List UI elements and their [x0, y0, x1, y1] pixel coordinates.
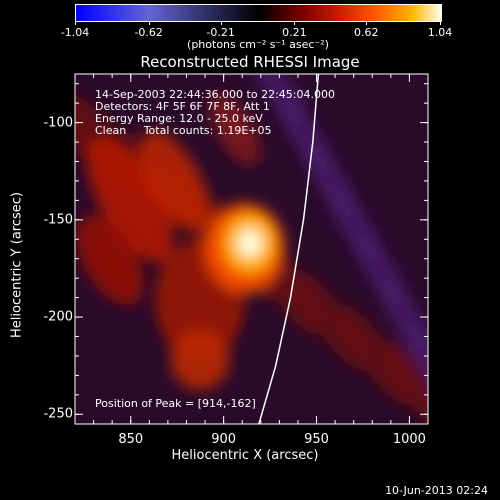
emission-blob — [426, 367, 428, 424]
x-tick-label: 1000 — [392, 432, 426, 447]
colorbar-tick — [366, 21, 368, 25]
colorbar-tick — [75, 21, 76, 25]
emission-blob — [209, 94, 261, 166]
timestamp: 10-Jun-2013 02:24 — [385, 484, 488, 497]
peak-blob — [237, 229, 262, 258]
info-energy: Energy Range: 12.0 - 25.0 keV — [95, 112, 263, 125]
colorbar-tick-label: 0.21 — [282, 26, 307, 39]
colorbar-tick — [148, 21, 150, 25]
x-tick-label: 950 — [304, 432, 329, 447]
emission-blob — [293, 270, 367, 370]
axis-ticks — [75, 74, 429, 424]
peak-position: Position of Peak = [914,-162] — [95, 397, 256, 410]
emission-blob — [401, 322, 428, 398]
chart-title: Reconstructed RHESSI Image — [140, 53, 360, 71]
y-tick-label: -100 — [43, 115, 73, 131]
colorbar-tick-label: -0.21 — [206, 26, 235, 39]
emission-blobs — [75, 74, 428, 424]
colorbar — [75, 4, 442, 22]
emission-blob — [140, 130, 210, 230]
colorbar-tick — [220, 21, 222, 25]
x-tick-label: 850 — [118, 432, 144, 447]
solar-limb — [258, 74, 320, 424]
y-tick-label: -250 — [43, 406, 73, 422]
colorbar-tick-label: -0.62 — [134, 26, 163, 39]
colorbar-tick — [440, 21, 441, 25]
emission-blob — [76, 214, 144, 306]
info-clean: Clean Total counts: 1.19E+05 — [95, 124, 272, 137]
colorbar-unit: (photons cm⁻² s⁻¹ asec⁻²) — [187, 38, 329, 51]
emission-blob — [338, 305, 412, 405]
info-detectors: Detectors: 4F 5F 6F 7F 8F, Att 1 — [95, 100, 270, 113]
y-axis-title: Heliocentric Y (arcsec) — [9, 192, 25, 338]
emission-blob — [86, 137, 174, 263]
emission-blob — [170, 330, 230, 390]
emission-blob — [75, 74, 97, 160]
x-axis-title: Heliocentric X (arcsec) — [171, 448, 319, 463]
plot-frame — [74, 73, 429, 425]
colorbar-tick — [294, 21, 296, 25]
image-area — [75, 74, 428, 424]
y-tick-label: -150 — [43, 212, 73, 228]
y-tick-label: -200 — [43, 309, 73, 325]
x-tick-label: 900 — [211, 432, 237, 447]
info-time: 14-Sep-2003 22:44:36.000 to 22:45:04.000 — [95, 88, 335, 101]
colorbar-tick-label: 1.04 — [427, 26, 453, 39]
colorbar-tick-label: 0.62 — [354, 26, 379, 39]
colorbar-tick-label: -1.04 — [60, 26, 90, 39]
emission-blob — [383, 340, 428, 424]
